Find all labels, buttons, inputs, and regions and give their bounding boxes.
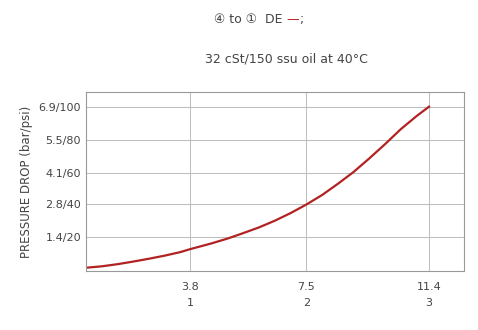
Text: —: — [287,13,299,26]
Text: ④ to ①  DE: ④ to ① DE [214,13,287,26]
Y-axis label: PRESSURE DROP (bar/psi): PRESSURE DROP (bar/psi) [20,105,33,258]
Text: 32 cSt/150 ssu oil at 40°C: 32 cSt/150 ssu oil at 40°C [206,53,368,66]
Text: 2: 2 [303,298,310,308]
Text: 3.8: 3.8 [181,282,199,292]
Text: ;: ; [300,13,304,26]
Text: 3: 3 [425,298,433,308]
Text: 7.5: 7.5 [297,282,315,292]
Text: 1: 1 [186,298,194,308]
Text: 11.4: 11.4 [417,282,441,292]
